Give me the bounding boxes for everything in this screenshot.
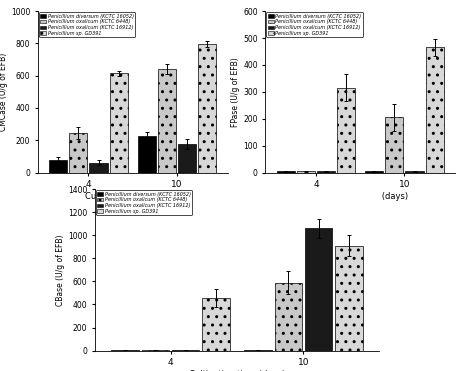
- Bar: [385, 117, 403, 173]
- X-axis label: Cultivation time (days): Cultivation time (days): [312, 192, 408, 201]
- Bar: [337, 88, 356, 173]
- Bar: [335, 246, 363, 351]
- Text: A: A: [46, 14, 55, 27]
- Y-axis label: CBase (U/g of EFB): CBase (U/g of EFB): [56, 234, 65, 306]
- Bar: [405, 171, 424, 173]
- Bar: [69, 133, 88, 173]
- Bar: [365, 171, 383, 173]
- Bar: [297, 171, 315, 173]
- Bar: [111, 350, 139, 351]
- Bar: [244, 350, 272, 351]
- Bar: [158, 69, 176, 173]
- Y-axis label: FPase (U/g of EFB): FPase (U/g of EFB): [231, 57, 240, 127]
- Bar: [178, 144, 196, 173]
- Bar: [142, 350, 169, 351]
- Bar: [109, 73, 128, 173]
- X-axis label: Cultivation time (days): Cultivation time (days): [189, 370, 285, 371]
- Legend: Penicillium diversum (KCTC 16052), Penicillium oxalicum (KCTC 6448), Penicillium: Penicillium diversum (KCTC 16052), Penic…: [96, 190, 192, 215]
- Bar: [426, 47, 444, 173]
- Legend: Penicillium diversum (KCTC 16052), Penicillium oxalicum (KCTC 6448), Penicillium: Penicillium diversum (KCTC 16052), Penic…: [266, 12, 363, 37]
- Bar: [274, 283, 302, 351]
- Bar: [305, 229, 332, 351]
- Bar: [137, 136, 156, 173]
- Bar: [276, 171, 295, 173]
- Bar: [172, 350, 200, 351]
- Text: C: C: [106, 193, 115, 206]
- Bar: [317, 171, 335, 173]
- Bar: [202, 298, 230, 351]
- Bar: [49, 160, 67, 173]
- Legend: Penicillium diversum (KCTC 16052), Penicillium oxalicum (KCTC 6448), Penicillium: Penicillium diversum (KCTC 16052), Penic…: [39, 12, 135, 37]
- Bar: [90, 163, 108, 173]
- Bar: [198, 44, 217, 173]
- X-axis label: Cultivation time (days): Cultivation time (days): [85, 192, 181, 201]
- Text: B: B: [273, 14, 283, 27]
- Y-axis label: CMCase (U/g of EFB): CMCase (U/g of EFB): [0, 53, 8, 131]
